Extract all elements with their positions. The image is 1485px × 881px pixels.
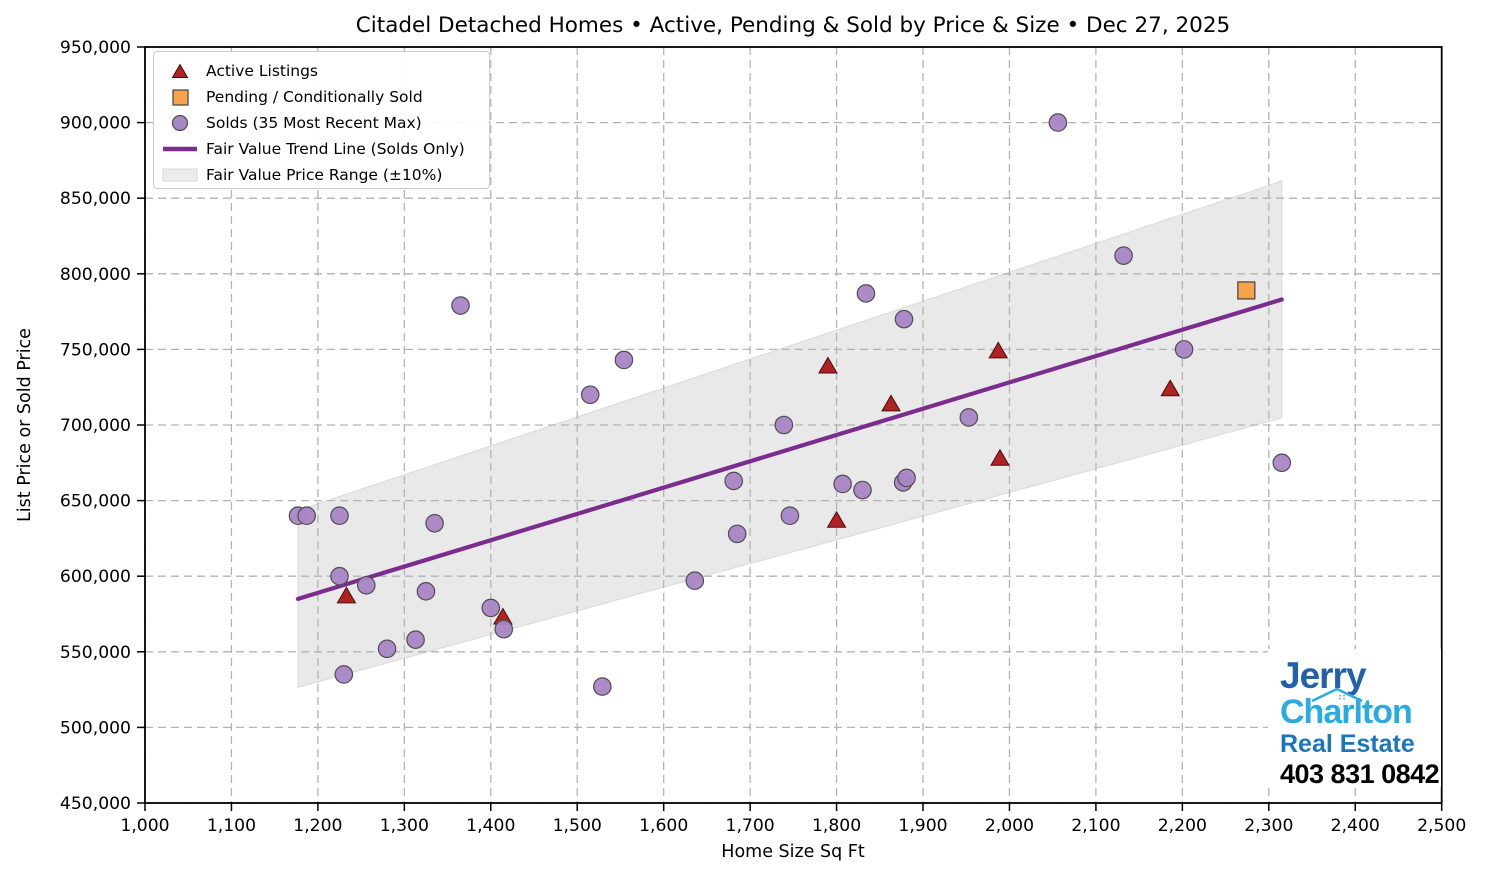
sold-point [1272, 453, 1292, 473]
legend-item-pending: Pending / Conditionally Sold [154, 84, 489, 110]
house-roof-icon [1311, 687, 1363, 703]
active-point [988, 341, 1009, 359]
fair-value-band [297, 180, 1283, 688]
sold-point [494, 619, 514, 639]
sold-point [416, 582, 436, 601]
y-tick-label: 700,000 [60, 416, 131, 436]
y-tick-label: 550,000 [60, 643, 131, 663]
active-point [336, 586, 357, 604]
legend-item-label: Fair Value Price Range (±10%) [206, 166, 443, 184]
price-range-band-icon [154, 168, 206, 182]
sold-point [297, 506, 316, 526]
y-tick-label: 900,000 [60, 114, 131, 134]
pending-square-icon [154, 88, 206, 106]
active-point [826, 510, 847, 528]
x-tick-label: 2,500 [1417, 816, 1466, 836]
sold-point [724, 471, 744, 491]
legend-item-label: Pending / Conditionally Sold [206, 88, 423, 106]
y-tick-label: 750,000 [60, 340, 131, 360]
legend: Active Listings Pending / Conditionally … [153, 51, 490, 189]
x-tick-label: 1,800 [812, 816, 861, 836]
sold-point [406, 630, 425, 650]
sold-point [330, 566, 349, 586]
x-tick-label: 1,400 [466, 816, 515, 836]
legend-item-label: Solds (35 Most Recent Max) [206, 114, 422, 132]
x-axis-label: Home Size Sq Ft [721, 842, 865, 862]
sold-point [959, 408, 979, 427]
fair-value-trend-line [295, 297, 1284, 601]
legend-item-band: Fair Value Price Range (±10%) [154, 162, 489, 188]
x-tick-label: 1,100 [207, 816, 256, 836]
sold-point [593, 677, 612, 696]
sold-point [853, 480, 872, 500]
active-point [881, 394, 901, 412]
sold-point [897, 468, 916, 488]
sold-point [330, 506, 349, 526]
sold-point [377, 639, 397, 659]
pending-point [1237, 281, 1256, 300]
sold-point [334, 665, 354, 684]
sold-circle-icon [154, 114, 206, 132]
legend-item-label: Fair Value Trend Line (Solds Only) [206, 140, 465, 158]
y-tick-label: 950,000 [60, 38, 131, 58]
sold-point [580, 385, 600, 405]
y-axis-label: List Price or Sold Price [15, 328, 35, 522]
x-tick-label: 1,200 [293, 816, 342, 836]
sold-point [685, 571, 705, 591]
x-tick-label: 2,300 [1244, 816, 1293, 836]
sold-point [451, 296, 470, 315]
sold-point [614, 350, 634, 370]
trend-line-icon [154, 146, 206, 152]
sold-point [833, 474, 852, 494]
legend-item-active: Active Listings [154, 58, 489, 84]
x-tick-label: 1,600 [639, 816, 688, 836]
x-tick-label: 2,100 [1071, 816, 1120, 836]
chart-title: Citadel Detached Homes • Active, Pending… [355, 13, 1231, 38]
logo-line-charlton: Charlton [1280, 693, 1413, 731]
legend-item-label: Active Listings [206, 62, 319, 80]
active-point [990, 448, 1010, 466]
x-tick-label: 2,400 [1331, 816, 1380, 836]
legend-item-solds: Solds (35 Most Recent Max) [154, 110, 489, 136]
sold-point [894, 309, 914, 329]
x-tick-label: 1,000 [120, 816, 169, 836]
active-point [818, 356, 838, 374]
logo-phone-number: 403 831 0842 [1280, 759, 1440, 789]
sold-point [780, 506, 800, 526]
sold-point [481, 598, 501, 618]
logo-line-jerry: Jerry [1280, 655, 1367, 696]
sold-point [727, 524, 747, 544]
active-triangle-icon [154, 63, 206, 79]
sold-point [1114, 246, 1133, 265]
x-tick-label: 1,900 [898, 816, 947, 836]
sold-point [856, 284, 876, 303]
y-tick-label: 850,000 [60, 189, 131, 209]
brand-logo: Jerry Charlton Real Estate 403 831 0842 [1268, 649, 1441, 789]
sold-point [357, 575, 376, 595]
y-tick-label: 500,000 [60, 718, 131, 738]
x-tick-label: 2,200 [1158, 816, 1207, 836]
x-tick-label: 2,000 [985, 816, 1034, 836]
sold-point [425, 513, 444, 533]
sold-point [774, 415, 794, 435]
x-tick-label: 1,300 [380, 816, 429, 836]
x-tick-label: 1,500 [553, 816, 602, 836]
y-tick-label: 650,000 [60, 492, 131, 512]
y-tick-label: 450,000 [60, 794, 131, 814]
legend-item-trend: Fair Value Trend Line (Solds Only) [154, 136, 489, 162]
x-tick-label: 1,700 [726, 816, 775, 836]
sold-point [1174, 340, 1194, 359]
y-tick-label: 800,000 [60, 265, 131, 285]
sold-point [1048, 113, 1068, 132]
active-point [1160, 379, 1181, 397]
logo-line-real-estate: Real Estate [1280, 730, 1415, 758]
y-tick-label: 600,000 [60, 567, 131, 587]
